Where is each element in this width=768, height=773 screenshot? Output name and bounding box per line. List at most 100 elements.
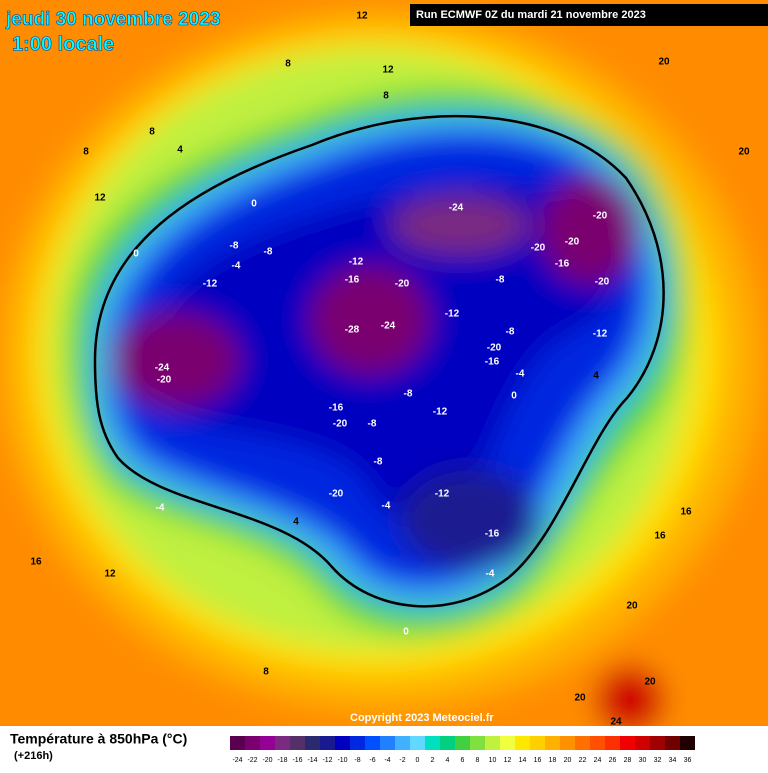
contour-label: -12	[433, 407, 448, 418]
contour-label: 8	[83, 147, 89, 158]
contour-label: -20	[333, 419, 348, 430]
contour-label: -20	[593, 211, 608, 222]
legend-label: -14	[307, 757, 317, 764]
legend-label: 18	[549, 757, 557, 764]
legend-label: 2	[431, 757, 435, 764]
legend-swatch	[335, 736, 350, 750]
contour-label: -12	[445, 309, 460, 320]
legend-swatch	[260, 736, 275, 750]
contour-label: -20	[565, 237, 580, 248]
color-legend: -24 -22 -20 -18 -16 -14 -12 -10 -8 -6 -4 -2 0 2 4 6 8 10 1…	[230, 736, 695, 764]
contour-label: -20	[487, 343, 502, 354]
legend-swatch	[230, 736, 245, 750]
contour-label: -4	[516, 369, 525, 380]
legend-label: -12	[322, 757, 332, 764]
lead-time: (+216h)	[14, 750, 53, 762]
legend-label: 12	[504, 757, 512, 764]
contour-label: 20	[574, 693, 586, 704]
legend-label: 22	[579, 757, 587, 764]
legend-label: -18	[277, 757, 287, 764]
legend-label: -10	[337, 757, 347, 764]
contour-label: 16	[654, 531, 666, 542]
contour-label: -4	[232, 261, 241, 272]
legend-swatch	[470, 736, 485, 750]
legend-label: 14	[519, 757, 527, 764]
legend-label: 28	[624, 757, 632, 764]
legend-swatch	[440, 736, 455, 750]
legend-label: 34	[669, 757, 677, 764]
legend-swatch	[380, 736, 395, 750]
legend-label: 10	[489, 757, 497, 764]
contour-label: 8	[285, 59, 291, 70]
contour-label: 4	[293, 517, 299, 528]
legend-swatch	[320, 736, 335, 750]
legend-label: 16	[534, 757, 542, 764]
legend-swatch	[605, 736, 620, 750]
legend-swatch	[560, 736, 575, 750]
legend-label: -8	[354, 757, 360, 764]
forecast-time: 1:00 locale	[12, 33, 114, 55]
contour-label: 8	[149, 127, 155, 138]
legend-swatch	[425, 736, 440, 750]
contour-label: -20	[595, 277, 610, 288]
contour-label: -16	[555, 259, 570, 270]
legend-label: 6	[461, 757, 465, 764]
contour-label: 24	[610, 717, 622, 728]
contour-label: -24	[155, 363, 170, 374]
variable-title: Température à 850hPa (°C)	[10, 731, 187, 747]
legend-swatch	[290, 736, 305, 750]
legend-label: 30	[639, 757, 647, 764]
legend-swatch	[665, 736, 680, 750]
legend-swatch	[530, 736, 545, 750]
legend-swatch	[575, 736, 590, 750]
legend-label: 24	[594, 757, 602, 764]
contour-label: 0	[133, 249, 139, 260]
legend-swatch	[365, 736, 380, 750]
legend-swatch	[635, 736, 650, 750]
legend-swatch	[680, 736, 695, 750]
legend-swatch	[305, 736, 320, 750]
contour-label: 12	[104, 569, 116, 580]
legend-label: -16	[292, 757, 302, 764]
legend-swatch	[590, 736, 605, 750]
legend-swatch	[650, 736, 665, 750]
contour-label: -8	[230, 241, 239, 252]
contour-label: 12	[382, 65, 394, 76]
zero-isotherm	[93, 114, 665, 608]
contour-label: 20	[644, 677, 656, 688]
legend-swatch	[515, 736, 530, 750]
legend-swatch	[620, 736, 635, 750]
contour-label: -12	[593, 329, 608, 340]
legend-label: -2	[399, 757, 405, 764]
legend-label: -6	[369, 757, 375, 764]
legend-swatch	[410, 736, 425, 750]
contour-label: -16	[485, 357, 500, 368]
contour-label: -8	[264, 247, 273, 258]
contour-label: -12	[349, 257, 364, 268]
legend-swatch	[500, 736, 515, 750]
contour-label: -8	[496, 275, 505, 286]
contour-label: 0	[403, 627, 409, 638]
legend-label: -22	[247, 757, 257, 764]
contour-label: -24	[381, 321, 396, 332]
contour-label: -12	[203, 279, 218, 290]
contour-label: 12	[356, 11, 368, 22]
contour-label: 8	[263, 667, 269, 678]
contour-label: -4	[382, 501, 391, 512]
contour-label: 16	[30, 557, 42, 568]
legend-label: 26	[609, 757, 617, 764]
contour-label: -28	[345, 325, 360, 336]
contour-label: 20	[626, 601, 638, 612]
contour-label: 0	[251, 199, 257, 210]
copyright: Copyright 2023 Meteociel.fr	[350, 712, 494, 724]
legend-swatch	[275, 736, 290, 750]
legend-label: -24	[232, 757, 242, 764]
legend-swatch	[350, 736, 365, 750]
run-info: Run ECMWF 0Z du mardi 21 novembre 2023	[416, 9, 646, 21]
legend-label: -20	[262, 757, 272, 764]
contour-label: -20	[531, 243, 546, 254]
legend-swatch	[395, 736, 410, 750]
contour-label: -16	[345, 275, 360, 286]
legend-swatch	[455, 736, 470, 750]
